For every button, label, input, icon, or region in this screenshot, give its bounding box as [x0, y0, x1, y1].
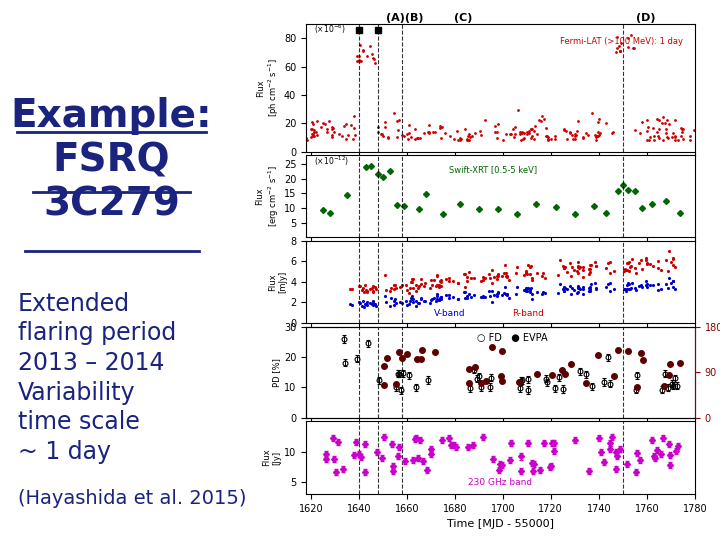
Y-axis label: PD [%]: PD [%]: [272, 357, 281, 387]
Text: (D): (D): [636, 13, 656, 23]
Text: ($\times$10$^{-12}$): ($\times$10$^{-12}$): [314, 155, 348, 168]
Text: Example:
FSRQ
3C279: Example: FSRQ 3C279: [11, 97, 212, 223]
Text: (Hayashida et al. 2015): (Hayashida et al. 2015): [18, 489, 246, 508]
Text: 230 GHz band: 230 GHz band: [468, 478, 533, 488]
Text: Extended
flaring period
2013 – 2014: Extended flaring period 2013 – 2014: [18, 292, 176, 375]
Text: Swift-XRT [0.5-5 keV]: Swift-XRT [0.5-5 keV]: [449, 165, 536, 174]
Y-axis label: Flux
[ph cm$^{-2}$ s$^{-1}$]: Flux [ph cm$^{-2}$ s$^{-1}$]: [256, 59, 281, 118]
Text: ○ FD   ● EVPA: ○ FD ● EVPA: [477, 333, 548, 343]
Y-axis label: Flux
[erg cm$^{-2}$ s$^{-1}$]: Flux [erg cm$^{-2}$ s$^{-1}$]: [256, 165, 281, 227]
Text: V-band: V-band: [434, 309, 466, 319]
Y-axis label: Flux
[mJy]: Flux [mJy]: [268, 271, 287, 293]
Text: (C): (C): [454, 13, 472, 23]
X-axis label: Time [MJD - 55000]: Time [MJD - 55000]: [447, 519, 554, 529]
Text: Variability
time scale
~ 1 day: Variability time scale ~ 1 day: [18, 381, 140, 464]
Text: (A)(B): (A)(B): [387, 13, 424, 23]
Text: ($\times$10$^{-6}$): ($\times$10$^{-6}$): [314, 23, 346, 36]
Text: Fermi-LAT (>100 MeV): 1 day: Fermi-LAT (>100 MeV): 1 day: [560, 37, 683, 46]
Text: R-band: R-band: [512, 309, 544, 319]
Y-axis label: Flux
[Jy]: Flux [Jy]: [262, 449, 282, 467]
